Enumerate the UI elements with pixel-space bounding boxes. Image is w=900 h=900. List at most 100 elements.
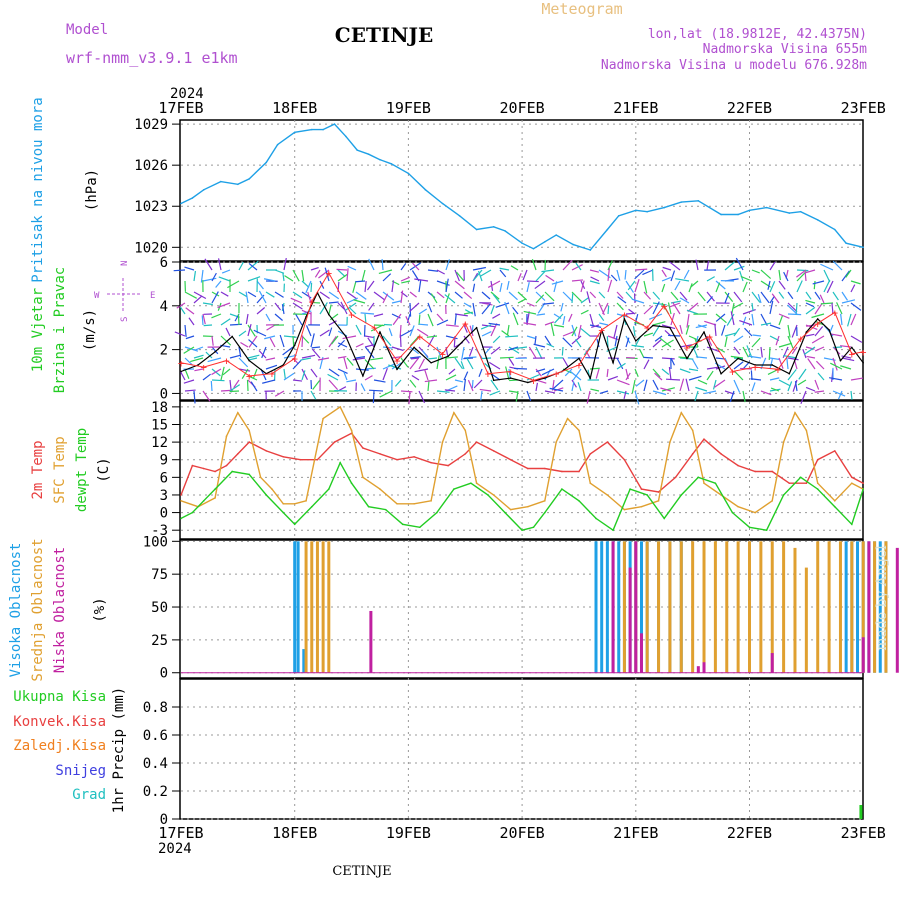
gust-marker: + — [775, 363, 782, 376]
wind-barb — [179, 306, 186, 315]
cloud-low-bar — [628, 567, 632, 673]
wind-barb — [739, 320, 753, 326]
wind-barb — [490, 305, 495, 315]
wind-barb — [355, 343, 364, 348]
dewpt-line-point — [214, 488, 216, 490]
wind-barb — [659, 337, 672, 348]
wind-barb — [668, 366, 672, 381]
wind-barb — [661, 276, 672, 282]
t2m-line-point — [833, 450, 836, 452]
plot-series: + + + + + + + + + + + + + + + + + + + + + + + + + + + + + + + + + — [178, 123, 899, 819]
wind-barb — [805, 333, 815, 337]
wind-speed-line-point — [526, 381, 529, 384]
wind-barb — [850, 284, 856, 293]
wind-barb — [654, 335, 663, 342]
wind-barb — [463, 291, 473, 299]
wind-barb — [796, 269, 809, 272]
wind-speed-line-point — [737, 357, 739, 360]
gust-line-point — [373, 326, 376, 329]
wind-barb — [355, 355, 366, 359]
sfc-temp-line-point — [805, 429, 808, 432]
wind-barb — [355, 368, 369, 371]
dewpt-line-point — [629, 488, 631, 490]
sfc-temp-line-point — [566, 417, 569, 420]
gust-marker: + — [507, 366, 514, 379]
wind-barb — [283, 368, 286, 379]
gust-marker: + — [621, 309, 628, 322]
wind-barb — [733, 302, 744, 309]
wind-barb — [427, 313, 434, 327]
time-label-top: 21FEB — [613, 99, 658, 117]
gust-marker: + — [530, 374, 537, 387]
t2m-line-point — [623, 458, 626, 461]
wind-barb — [660, 387, 672, 392]
wind-barb — [571, 326, 578, 337]
sfc-label: SFC Temp — [52, 436, 68, 503]
sfc-temp-line-point — [259, 476, 262, 479]
wind-barb — [767, 280, 771, 290]
dewpt-line-point — [339, 461, 341, 464]
wind-barb — [811, 313, 825, 319]
wind-barb — [414, 368, 429, 373]
wind-speed-line-point — [413, 346, 415, 349]
pressure-line-point — [532, 247, 535, 250]
gust-marker: + — [661, 300, 668, 313]
wind-barb — [606, 368, 609, 378]
wind-barb — [314, 269, 321, 278]
wind-barb — [238, 261, 244, 271]
wind-barb — [305, 325, 312, 337]
wind-barb — [319, 329, 330, 337]
t2m-line-point — [333, 441, 336, 443]
wind-barb — [337, 269, 346, 278]
sfc-temp-line-point — [180, 500, 182, 502]
time-label-bottom: 19FEB — [386, 824, 431, 842]
dewpt-line-point — [487, 494, 489, 496]
gust-line-point — [487, 372, 489, 375]
wind-barb — [715, 365, 726, 370]
wind-barb — [283, 335, 297, 338]
wind-barb — [616, 362, 626, 370]
wind-barb — [241, 368, 249, 380]
precip-panel-frame — [179, 678, 864, 820]
wind-barb — [250, 381, 258, 392]
wind-barb — [643, 332, 654, 337]
wind-barb — [188, 317, 195, 326]
pressure-line-point — [322, 128, 324, 131]
wind-barb — [740, 275, 753, 282]
wind-barb — [367, 337, 375, 348]
wind-speed-line-point — [771, 364, 774, 366]
wind-barb — [739, 270, 744, 282]
gust-line-point — [578, 364, 580, 366]
wind-barb — [526, 390, 532, 402]
wind-barb — [805, 306, 816, 315]
gust-line-point — [646, 326, 648, 329]
t2m-line-point — [396, 458, 398, 461]
wind-barb — [490, 291, 500, 300]
wind-barb — [787, 313, 802, 316]
wind-barb — [490, 379, 499, 391]
wind-barb — [301, 368, 308, 381]
wind-barb — [210, 380, 213, 392]
wind-barb — [499, 356, 514, 359]
wind-barb — [706, 260, 710, 271]
t2m-line-point — [214, 470, 216, 473]
dewpt-line — [180, 461, 864, 532]
wind-barb — [274, 313, 283, 321]
pressure-line-point — [293, 131, 296, 134]
sfc-temp-line-point — [578, 429, 580, 432]
gust-marker: + — [291, 352, 298, 365]
wind-barb — [463, 324, 468, 333]
wind-barb — [695, 386, 708, 392]
wind-barb — [803, 346, 816, 356]
sfc-temp-line-point — [737, 505, 739, 508]
wind-barb — [391, 300, 402, 304]
gust-line-point — [555, 372, 558, 375]
wind-barb — [679, 324, 683, 335]
wind-barb — [599, 390, 609, 395]
wind-speed-line-point — [328, 313, 330, 316]
wind-barb — [423, 368, 429, 381]
wind-barb — [767, 368, 780, 375]
wind-barb — [562, 291, 573, 302]
wind-barb — [328, 291, 340, 300]
wind-barb — [501, 330, 510, 337]
